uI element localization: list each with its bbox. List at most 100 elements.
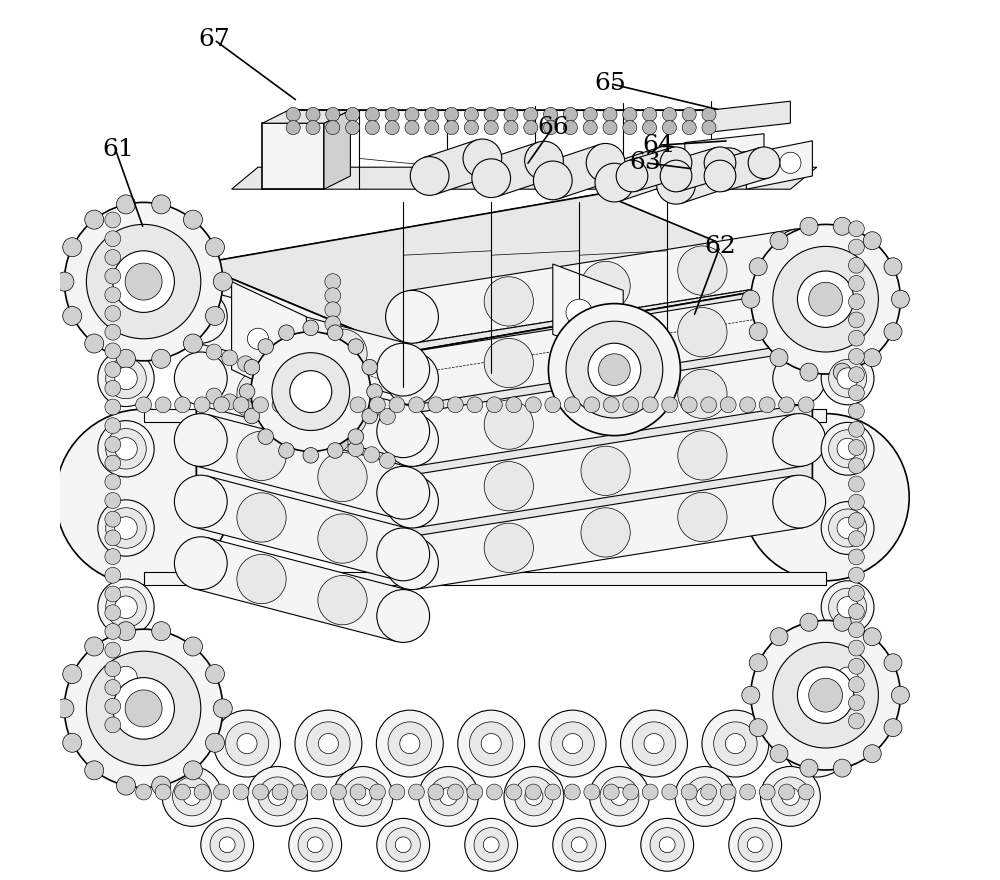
Circle shape (644, 734, 664, 753)
Circle shape (660, 160, 692, 192)
Circle shape (551, 722, 594, 766)
Circle shape (85, 334, 104, 353)
Circle shape (251, 332, 371, 451)
Circle shape (581, 508, 630, 557)
Circle shape (833, 613, 851, 631)
Polygon shape (194, 291, 410, 395)
Circle shape (704, 147, 736, 179)
Circle shape (662, 397, 678, 413)
Circle shape (205, 664, 224, 684)
Circle shape (105, 717, 121, 733)
Text: 61: 61 (102, 138, 134, 161)
Circle shape (386, 475, 438, 528)
Circle shape (105, 586, 121, 602)
Text: 62: 62 (704, 235, 736, 258)
Circle shape (298, 827, 332, 862)
Circle shape (506, 784, 522, 800)
Circle shape (642, 784, 658, 800)
Circle shape (445, 121, 459, 135)
Circle shape (514, 777, 553, 816)
Text: 66: 66 (537, 116, 569, 139)
Circle shape (884, 323, 902, 341)
Circle shape (389, 784, 405, 800)
Circle shape (400, 734, 420, 753)
Circle shape (344, 777, 382, 816)
Circle shape (749, 654, 767, 671)
Circle shape (106, 508, 146, 548)
Circle shape (105, 325, 121, 340)
Circle shape (269, 368, 285, 384)
Circle shape (183, 334, 202, 353)
Circle shape (244, 408, 260, 424)
Circle shape (105, 699, 121, 715)
Circle shape (548, 304, 680, 436)
Circle shape (205, 733, 224, 752)
Circle shape (603, 784, 619, 800)
Circle shape (848, 239, 864, 255)
Circle shape (833, 759, 851, 777)
Polygon shape (715, 148, 769, 191)
Circle shape (272, 784, 288, 800)
Circle shape (332, 391, 348, 407)
Circle shape (105, 287, 121, 303)
Circle shape (98, 350, 154, 407)
Text: 67: 67 (198, 28, 230, 51)
Circle shape (783, 710, 850, 777)
Circle shape (174, 537, 227, 590)
Circle shape (116, 349, 135, 369)
Circle shape (325, 316, 341, 332)
Circle shape (884, 258, 902, 275)
Circle shape (325, 344, 341, 360)
Circle shape (85, 210, 104, 229)
Text: 65: 65 (594, 72, 626, 95)
Circle shape (682, 107, 696, 121)
Circle shape (205, 306, 224, 326)
Circle shape (333, 766, 393, 826)
Circle shape (318, 329, 367, 378)
Circle shape (623, 397, 639, 413)
Circle shape (848, 476, 864, 492)
Circle shape (533, 161, 572, 200)
Circle shape (318, 391, 367, 440)
Circle shape (797, 271, 854, 327)
Circle shape (105, 362, 121, 378)
Circle shape (105, 268, 121, 284)
Circle shape (173, 777, 211, 816)
Circle shape (295, 710, 362, 777)
Circle shape (780, 152, 801, 173)
Circle shape (821, 581, 874, 634)
Circle shape (318, 452, 367, 502)
Circle shape (301, 423, 317, 439)
Circle shape (891, 686, 909, 704)
Circle shape (290, 370, 332, 413)
Circle shape (566, 321, 663, 418)
Circle shape (829, 359, 867, 398)
Circle shape (837, 438, 858, 459)
Circle shape (115, 367, 137, 390)
Circle shape (292, 397, 307, 413)
Circle shape (753, 157, 775, 178)
Circle shape (662, 121, 676, 135)
Circle shape (564, 784, 580, 800)
Circle shape (747, 837, 763, 853)
Circle shape (759, 784, 775, 800)
Circle shape (564, 397, 580, 413)
Polygon shape (408, 290, 803, 405)
Circle shape (380, 452, 395, 468)
Circle shape (306, 121, 320, 135)
Circle shape (682, 121, 696, 135)
Circle shape (175, 397, 190, 413)
Circle shape (809, 678, 842, 712)
Circle shape (116, 194, 135, 214)
Circle shape (848, 695, 864, 711)
Circle shape (311, 397, 327, 413)
Polygon shape (408, 475, 803, 590)
Circle shape (311, 784, 327, 800)
Circle shape (98, 649, 154, 706)
Circle shape (285, 417, 301, 433)
Circle shape (237, 493, 286, 542)
Circle shape (659, 837, 675, 853)
Circle shape (155, 784, 171, 800)
Circle shape (748, 147, 780, 179)
Circle shape (848, 585, 864, 601)
